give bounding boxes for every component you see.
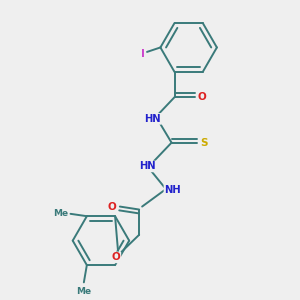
Text: HN: HN (145, 114, 161, 124)
Text: Me: Me (53, 209, 68, 218)
Text: NH: NH (164, 184, 181, 195)
Text: HN: HN (139, 161, 155, 171)
Text: Me: Me (76, 287, 92, 296)
Text: O: O (112, 252, 120, 262)
Text: I: I (141, 49, 145, 59)
Text: O: O (108, 202, 116, 212)
Text: O: O (198, 92, 206, 102)
Text: S: S (200, 138, 208, 148)
